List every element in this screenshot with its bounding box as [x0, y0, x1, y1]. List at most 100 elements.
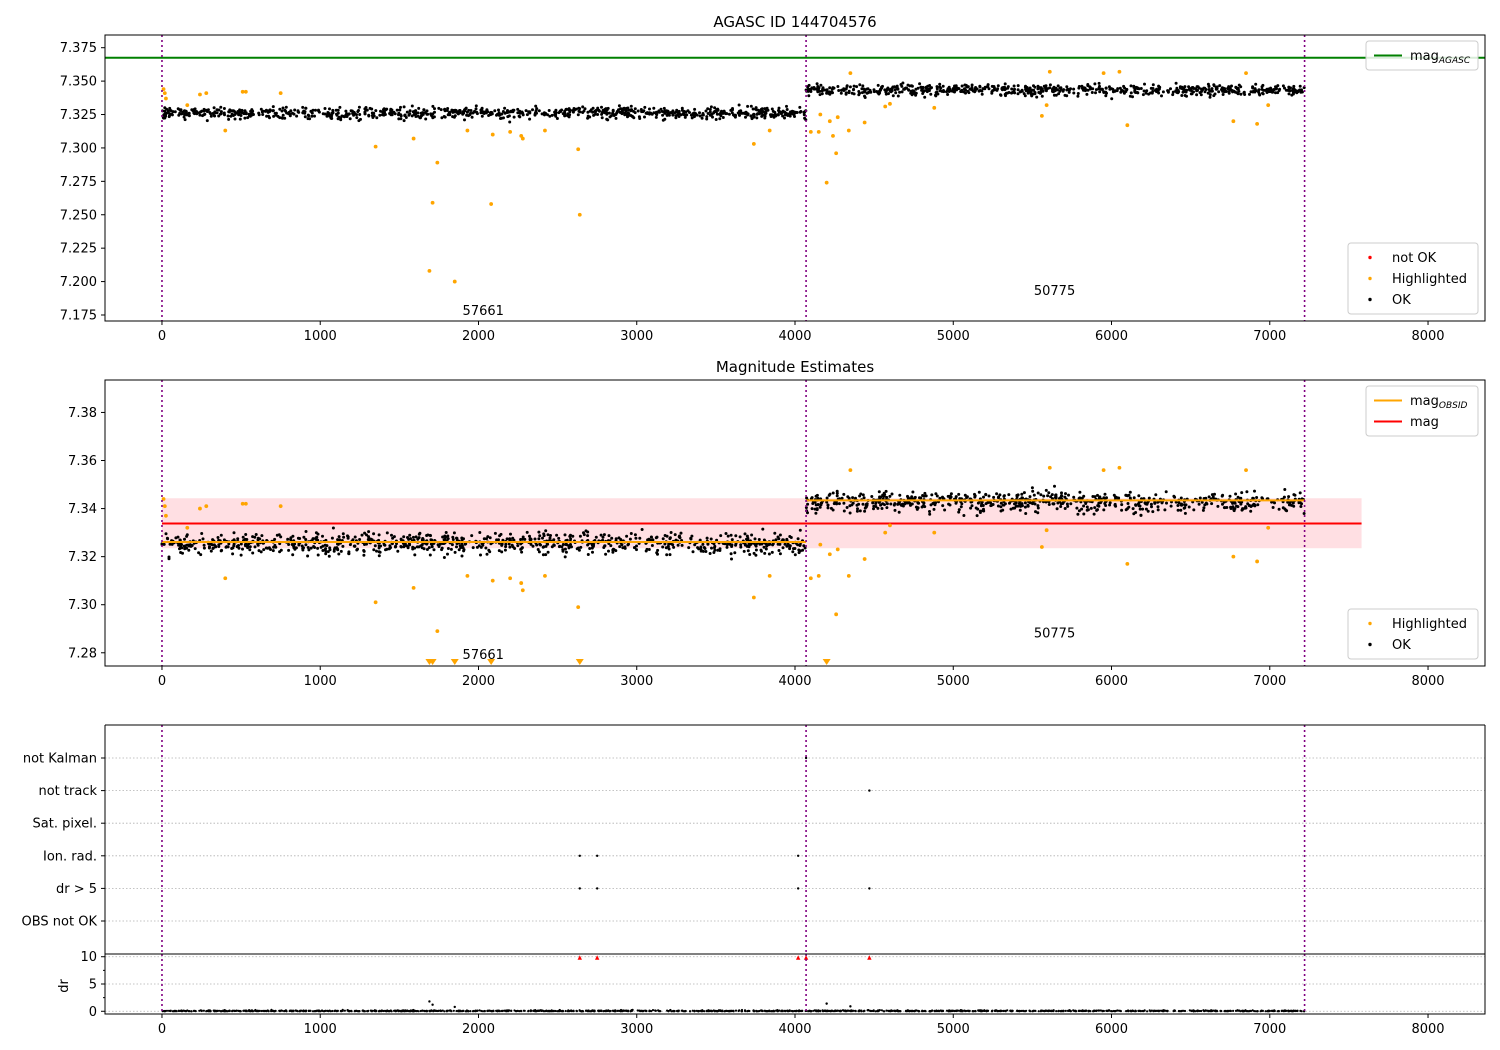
ok-point: [930, 86, 933, 90]
ok-point: [1212, 94, 1216, 98]
ok-point: [500, 112, 504, 116]
ok-point: [227, 117, 231, 121]
dr-point: [719, 1009, 722, 1013]
ok-point: [503, 106, 507, 110]
ok-point: [619, 111, 623, 115]
ok-point: [1144, 91, 1148, 95]
ok-point: [963, 83, 967, 87]
dr-point: [1183, 1009, 1187, 1013]
ok-point: [1098, 495, 1102, 499]
ok-point: [568, 110, 572, 114]
ok-point: [1082, 504, 1086, 508]
ok-point: [1044, 488, 1048, 492]
dr-point: [819, 1010, 822, 1013]
ok-point: [857, 90, 861, 93]
ok-point: [304, 543, 308, 547]
ok-point: [278, 116, 282, 120]
ok-point: [828, 90, 832, 94]
ok-point: [1022, 491, 1026, 495]
ok-point: [295, 114, 299, 118]
dr-point: [478, 1009, 481, 1012]
ok-point: [348, 543, 352, 547]
ok-point: [505, 110, 509, 114]
flag-point: [796, 887, 800, 890]
ok-point: [739, 545, 743, 549]
dr-point: [205, 1009, 209, 1013]
highlighted-point: [427, 268, 432, 273]
ok-point: [1138, 507, 1142, 511]
ok-point: [538, 534, 542, 538]
highlighted-point: [1044, 103, 1049, 108]
dr-point: [794, 1009, 798, 1013]
ok-point: [258, 537, 262, 541]
dr-point: [905, 1009, 908, 1013]
dr-point: [242, 1009, 245, 1012]
dr-point: [513, 1009, 516, 1012]
dr-point: [651, 1009, 655, 1012]
ok-point: [603, 109, 607, 113]
ok-point: [866, 91, 870, 95]
highlighted-point: [373, 600, 378, 605]
ok-point: [761, 527, 765, 531]
ok-point: [878, 495, 882, 499]
ok-point: [754, 106, 758, 110]
ok-point: [525, 113, 529, 117]
dr-point: [466, 1009, 469, 1012]
dr-point: [1018, 1009, 1021, 1013]
ok-point: [1041, 89, 1045, 93]
ok-point: [815, 493, 819, 497]
dr-point: [761, 1009, 764, 1013]
ok-point: [842, 509, 846, 513]
ok-point: [402, 545, 406, 549]
obsid-label: 57661: [463, 304, 504, 319]
ok-point: [1028, 86, 1032, 90]
x-tick-label: 3000: [620, 329, 653, 344]
ok-point: [323, 107, 327, 110]
ok-point: [776, 542, 780, 546]
flag-row-label: not Kalman: [23, 752, 97, 767]
ok-point: [970, 83, 974, 87]
legend-box: [1365, 40, 1479, 71]
ok-point: [287, 543, 291, 546]
highlighted-point: [430, 200, 435, 205]
ok-point: [446, 552, 449, 556]
ok-point: [451, 115, 455, 119]
ok-point: [1151, 510, 1155, 514]
ok-point: [1072, 495, 1076, 499]
highlighted-point: [767, 573, 772, 578]
ok-point: [1064, 492, 1067, 496]
ok-point: [1084, 502, 1088, 505]
ok-point: [180, 546, 184, 550]
ok-point: [762, 545, 766, 549]
dr-point: [498, 1010, 501, 1013]
ok-point: [408, 109, 412, 113]
ok-point: [778, 533, 782, 537]
dr-point: [1028, 1009, 1031, 1012]
ok-point: [1129, 91, 1133, 95]
legend-label: not OK: [1392, 251, 1437, 266]
ok-point: [1284, 88, 1288, 92]
dr-point: [469, 1010, 472, 1013]
dr-point: [167, 1009, 171, 1012]
highlighted-point: [543, 573, 547, 578]
dr-point: [1016, 1009, 1019, 1013]
ok-point: [563, 555, 567, 559]
ok-point: [1014, 501, 1018, 505]
dr-point: [535, 1009, 538, 1013]
ok-point: [351, 538, 355, 542]
dr-point: [640, 1009, 643, 1012]
ok-point: [1026, 504, 1030, 508]
ok-point: [907, 500, 911, 504]
ok-point: [167, 115, 171, 119]
ok-point: [429, 534, 432, 538]
dr-point: [773, 1010, 776, 1013]
ok-point: [301, 547, 305, 550]
ok-point: [237, 113, 241, 116]
dr-point: [481, 1010, 485, 1013]
ok-point: [488, 536, 492, 540]
ok-point: [541, 536, 544, 540]
ok-point: [1189, 87, 1193, 91]
ok-point: [1000, 86, 1004, 90]
dr-point: [1198, 1009, 1201, 1013]
